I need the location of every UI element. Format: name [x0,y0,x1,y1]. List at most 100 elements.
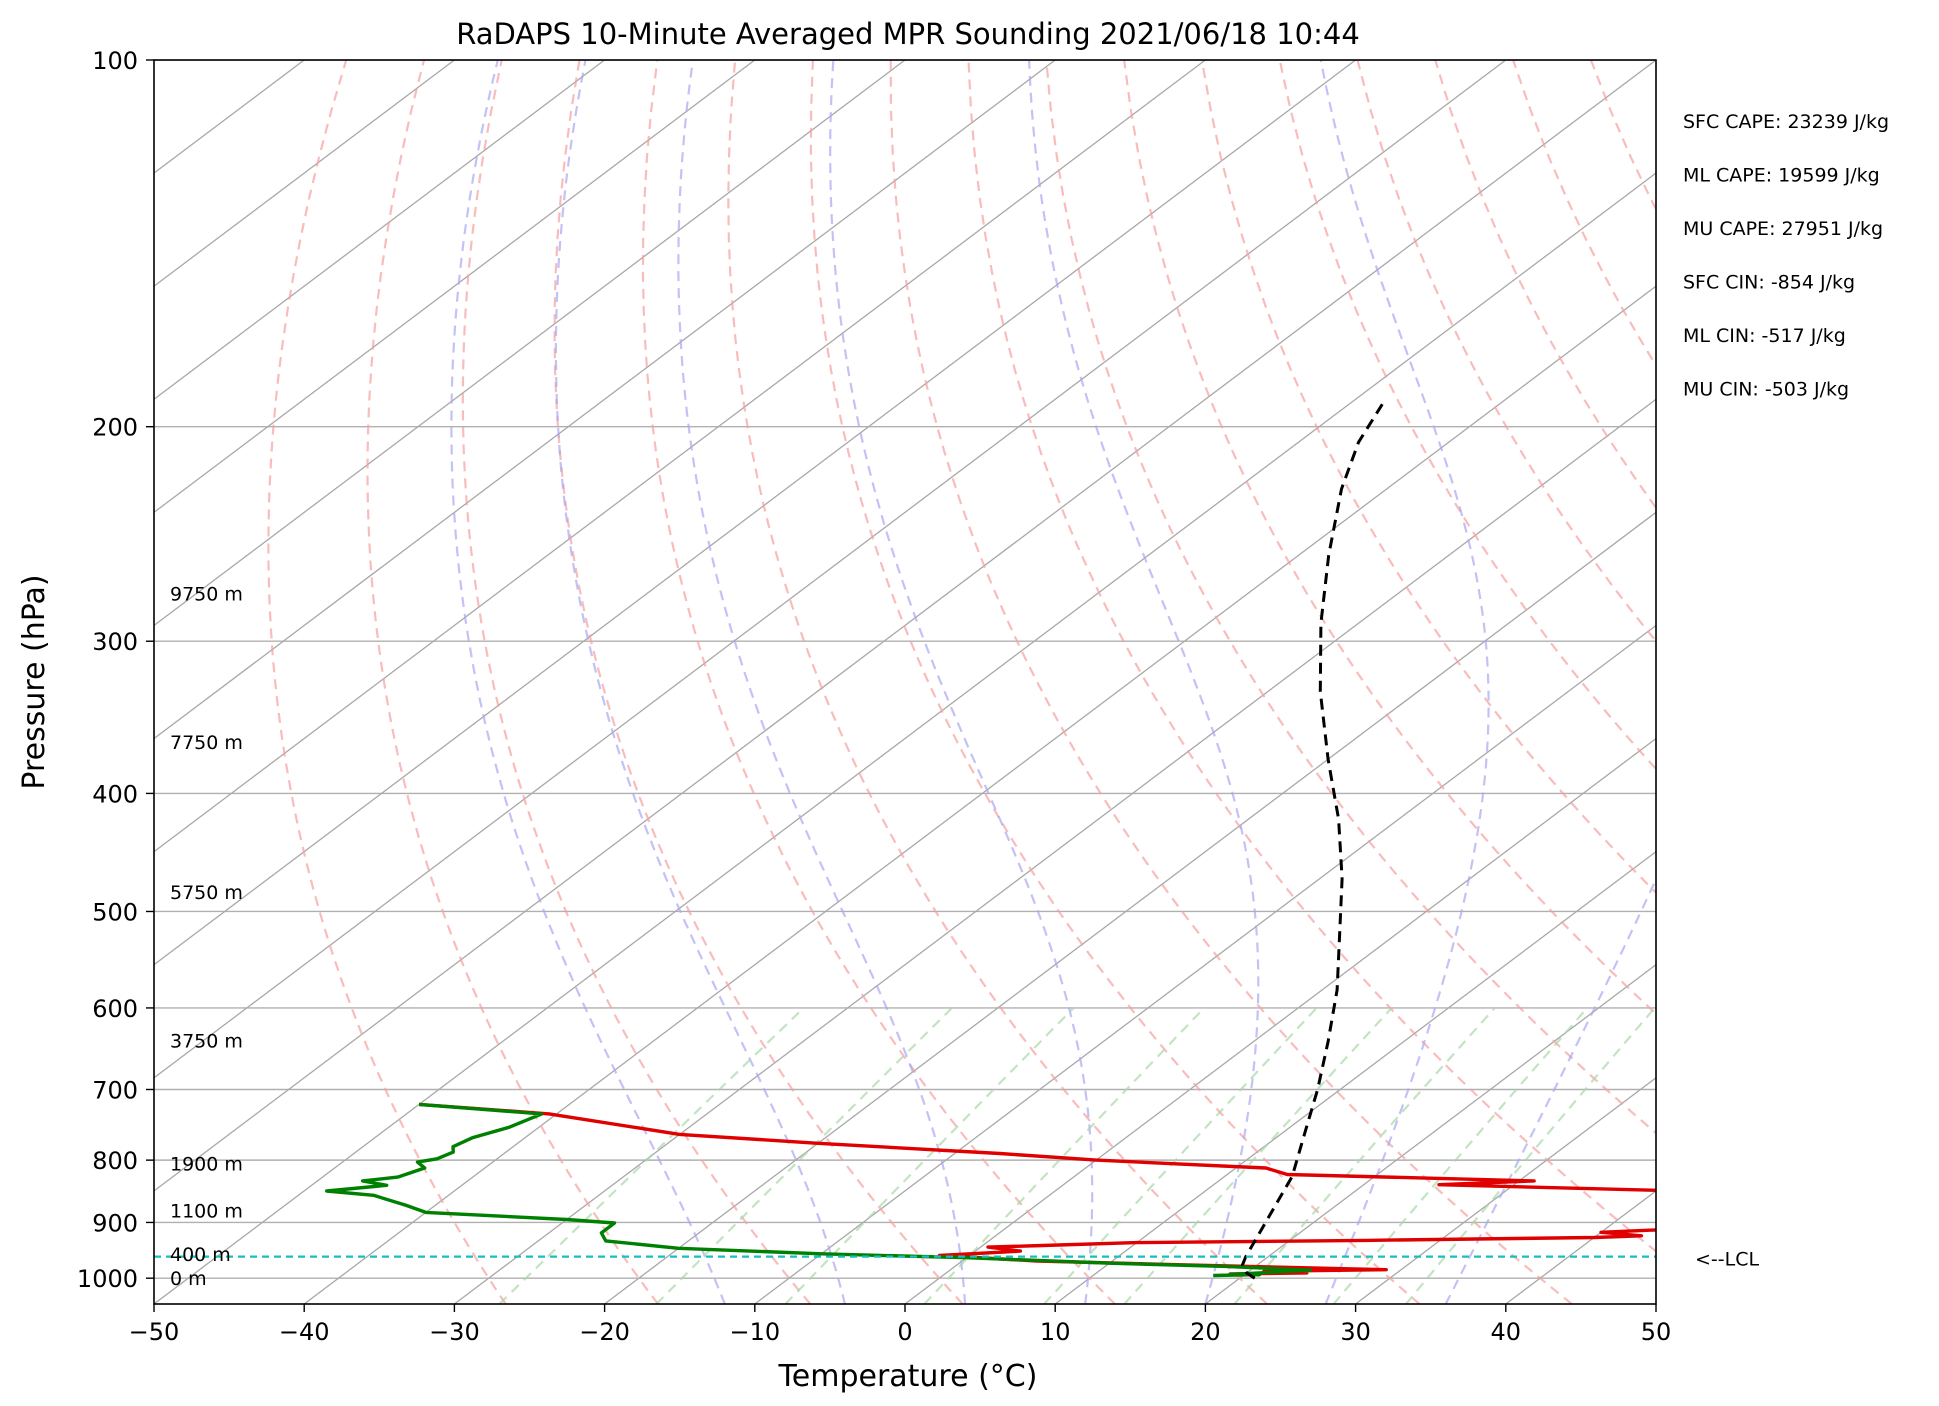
moist-adiabat [450,60,726,1304]
x-tick-label: −20 [579,1318,630,1346]
y-tick-label: 200 [92,414,138,442]
dry-adiabat [1669,60,1939,1304]
dry-adiabat [1200,60,1656,895]
dry-adiabat [1434,60,1656,510]
mixing-ratio-line [784,1007,1075,1304]
stat-text: ML CIN: -517 J/kg [1683,325,1846,347]
dry-adiabat [461,60,812,1304]
temperature-profile [418,1102,1656,1277]
dry-adiabat [1747,60,1939,1304]
y-tick-label: 500 [92,898,138,926]
isotherm-line [154,60,455,287]
x-tick-label: −40 [279,1318,330,1346]
height-label: 400 m [170,1244,231,1266]
isotherm-line [1205,963,1656,1304]
dry-adiabat [1589,60,1656,212]
lcl-label: <--LCL [1695,1249,1759,1271]
dry-adiabat [1045,60,1656,1135]
x-tick-label: 0 [897,1318,912,1346]
height-label: 5750 m [170,882,243,904]
x-tick-label: −50 [129,1318,180,1346]
isotherm-line [154,60,756,514]
isotherm-line [754,624,1656,1304]
x-tick-label: 50 [1641,1318,1672,1346]
height-label: 1100 m [170,1201,243,1223]
y-tick-label: 900 [92,1209,138,1237]
isotherm-line [154,60,1656,1192]
moist-adiabat [1444,876,1656,1304]
dry-adiabat [727,60,1268,1304]
x-tick-label: 20 [1190,1318,1221,1346]
height-label: 0 m [170,1268,207,1290]
dry-adiabat [889,60,1573,1304]
stats-panel: SFC CAPE: 23239 J/kg ML CAPE: 19599 J/kg M… [1683,111,1889,401]
stat-text: SFC CIN: -854 J/kg [1683,272,1855,294]
y-tick-label: 400 [92,780,138,808]
isotherm-line [604,511,1656,1304]
x-tick-label: 10 [1040,1318,1071,1346]
mixing-ratio-line [1123,1007,1393,1304]
mixing-ratio-line [498,1007,805,1304]
height-label: 7750 m [170,732,243,754]
dry-adiabat [1356,60,1656,643]
isotherm-line [154,60,1206,853]
isotherm-line [303,285,1656,1304]
x-axis-ticks: −50 −40 −30 −20 −10 0 10 20 30 40 50 [129,1304,1672,1346]
y-tick-label: 1000 [77,1265,138,1293]
dry-adiabat [1902,60,1939,1304]
y-axis-label: Pressure (hPa) [17,574,52,789]
dry-adiabat [1278,60,1656,771]
isotherm-line [1355,1077,1656,1304]
isotherm-line [904,737,1656,1304]
mixing-ratio-line [1043,1007,1318,1304]
mixing-ratio-line [655,1007,953,1304]
x-tick-label: −10 [729,1318,780,1346]
y-tick-label: 600 [92,995,138,1023]
isotherm-line [154,172,1656,1304]
moist-adiabat [829,60,1094,1304]
dewpoint-profile [325,1102,1313,1278]
mixing-ratio-line [923,1007,1205,1304]
moist-adiabat [1319,60,1490,1304]
x-tick-label: 40 [1491,1318,1522,1346]
isotherm-line [154,60,1356,966]
dry-adiabat [366,60,659,1304]
isotherm-line [154,60,605,401]
x-axis-label: Temperature (°C) [778,1359,1038,1394]
x-tick-label: −30 [429,1318,480,1346]
isotherm-line [1655,1303,1656,1304]
height-label: 1900 m [170,1153,243,1175]
stat-text: SFC CAPE: 23239 J/kg [1683,111,1889,133]
mixing-ratio-line [1405,1007,1656,1304]
isotherm-line [1505,1190,1656,1304]
mixing-ratio-line [1332,1007,1589,1304]
x-tick-label: 30 [1340,1318,1371,1346]
data-series [325,398,1656,1280]
y-tick-label: 300 [92,628,138,656]
y-axis-ticks: 100 200 300 400 500 600 700 800 900 1000 [77,47,154,1293]
moist-adiabat [677,60,967,1304]
chart-title: RaDAPS 10-Minute Averaged MPR Sounding 2… [456,17,1360,51]
height-label: 3750 m [170,1030,243,1052]
isotherm-line [454,398,1656,1304]
y-tick-label: 100 [92,47,138,75]
mixing-ratio-line [1233,1007,1496,1304]
stat-text: ML CAPE: 19599 J/kg [1683,165,1880,187]
moist-adiabat [1028,60,1260,1304]
dry-adiabat [809,60,1421,1304]
isotherm-line [154,60,1056,740]
dry-adiabat [267,60,507,1304]
y-tick-label: 800 [92,1147,138,1175]
y-tick-label: 700 [92,1076,138,1104]
isotherm-line [154,60,906,627]
dry-adiabat [967,60,1656,1253]
moist-adiabat [554,60,846,1304]
dry-adiabat [641,60,1116,1304]
isotherm-line [1054,850,1656,1304]
height-label: 9750 m [170,583,243,605]
background-lines [154,60,1939,1304]
dry-adiabat [1824,60,1939,1304]
dry-adiabat [553,60,964,1304]
